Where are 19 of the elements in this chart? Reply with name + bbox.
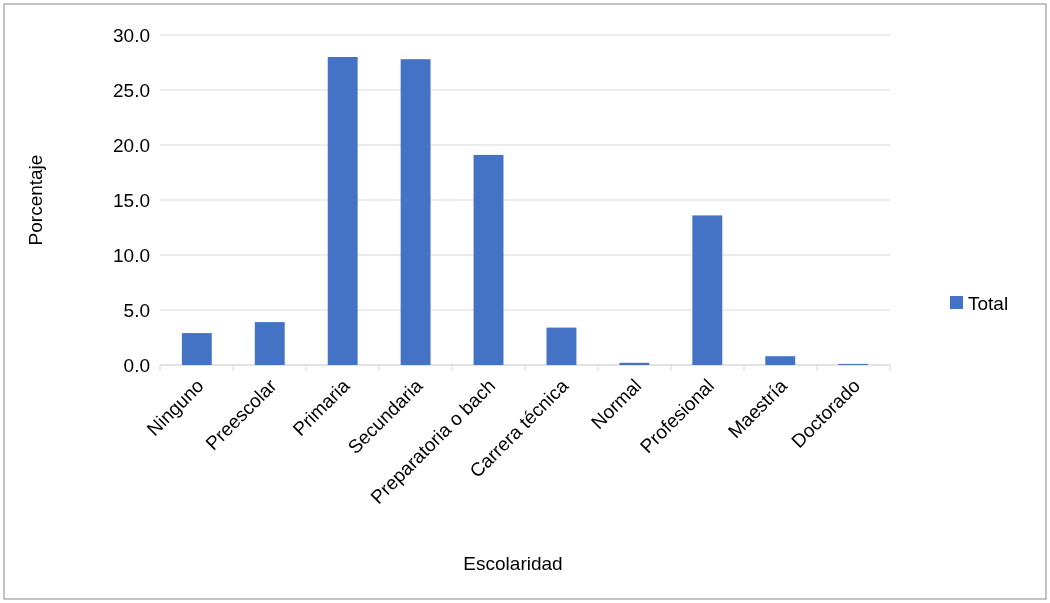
x-axis-title: Escolaridad (463, 553, 563, 574)
y-tick-label: 15.0 (113, 189, 150, 211)
bar (254, 322, 285, 365)
bar (327, 57, 358, 365)
y-tick-label: 30.0 (113, 24, 150, 46)
y-tick-label: 0.0 (123, 354, 150, 376)
bar (765, 356, 796, 365)
legend-label: Total (968, 292, 1009, 314)
y-axis-title: Porcentaje (25, 154, 46, 246)
y-tick-label: 25.0 (113, 79, 150, 101)
bar (619, 362, 650, 365)
y-tick-label: 5.0 (123, 299, 150, 321)
bar (546, 327, 577, 365)
bar (181, 333, 212, 365)
bar (400, 59, 431, 365)
y-tick-label: 10.0 (113, 244, 150, 266)
bar (692, 215, 723, 365)
y-tick-label: 20.0 (113, 134, 150, 156)
bar (473, 154, 504, 365)
